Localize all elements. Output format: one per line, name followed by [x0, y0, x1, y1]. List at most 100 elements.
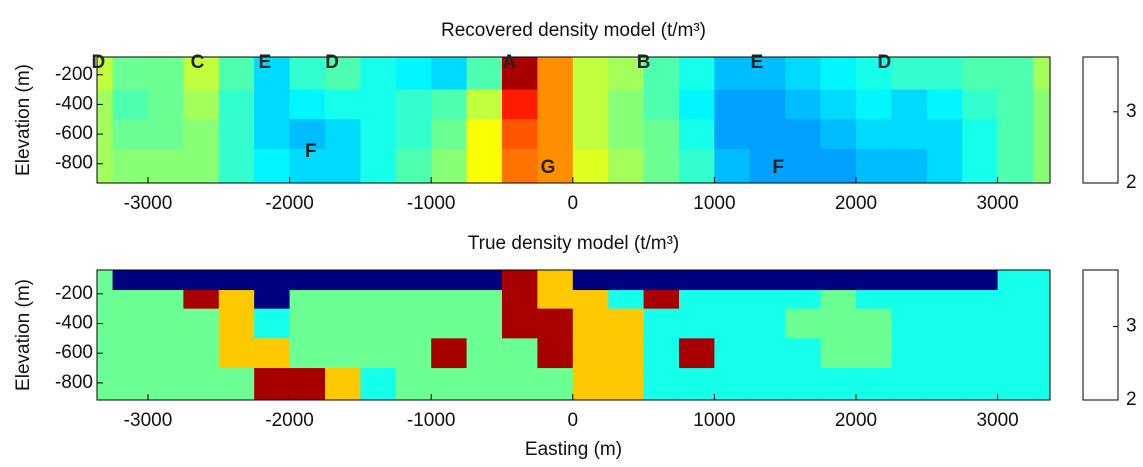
- cell: [608, 270, 645, 291]
- cell: [501, 270, 538, 291]
- cell: [360, 270, 397, 291]
- cell: [714, 338, 751, 369]
- cell: [749, 89, 786, 120]
- cell: [785, 89, 822, 120]
- cell: [856, 119, 892, 150]
- cell: [218, 368, 255, 400]
- cell: [218, 308, 255, 339]
- cell: [997, 119, 1034, 150]
- cell: [714, 308, 751, 339]
- cell: [254, 119, 291, 150]
- cell: [97, 368, 114, 400]
- cell: [466, 119, 503, 150]
- cell: [183, 368, 220, 400]
- y-tick-label: -800: [55, 372, 93, 393]
- cell: [926, 148, 963, 183]
- cell: [112, 368, 149, 400]
- x-tick-label: -1000: [407, 410, 456, 431]
- cell: [962, 290, 999, 310]
- cell: [289, 290, 326, 310]
- cell: [962, 368, 999, 400]
- cell: [926, 89, 963, 120]
- cell: [324, 308, 361, 339]
- cell: [254, 57, 291, 91]
- cell: [608, 119, 645, 150]
- cell: [997, 148, 1034, 183]
- cell: [147, 119, 184, 150]
- cell: [97, 338, 114, 369]
- cell: [501, 338, 538, 369]
- cell: [112, 148, 149, 183]
- cell: [714, 57, 751, 91]
- cell: [537, 338, 574, 369]
- cell: [678, 270, 715, 291]
- cell: [218, 57, 255, 91]
- cell: [254, 368, 291, 400]
- heatmap: [97, 57, 1050, 183]
- cell: [147, 308, 184, 339]
- cell: [820, 270, 857, 291]
- cell: [749, 148, 786, 183]
- colorbar-tick-label: 2: [1126, 389, 1137, 410]
- cell: [395, 148, 432, 183]
- cell: [537, 148, 574, 183]
- annotation: F: [772, 157, 784, 178]
- cell: [572, 119, 609, 150]
- x-tick-label: 3000: [976, 193, 1018, 214]
- cell: [572, 148, 609, 183]
- cell: [820, 368, 857, 400]
- x-tick-label: 1000: [693, 193, 735, 214]
- cell: [289, 308, 326, 339]
- colorbar: [1082, 56, 1119, 184]
- cell: [572, 290, 609, 310]
- cell: [785, 148, 822, 183]
- plot-frame: [96, 269, 1051, 401]
- cell: [997, 57, 1034, 91]
- cell: [466, 89, 503, 120]
- cell: [749, 270, 786, 291]
- cell: [962, 119, 999, 150]
- cell: [643, 57, 680, 91]
- cell: [891, 270, 928, 291]
- cell: [324, 119, 361, 150]
- cell: [820, 89, 857, 120]
- cell: [183, 308, 220, 339]
- cell: [324, 57, 361, 91]
- cell: [678, 119, 715, 150]
- cell: [643, 290, 680, 310]
- annotation: A: [502, 52, 516, 73]
- cell: [112, 57, 149, 91]
- cell: [289, 368, 326, 400]
- annotation: E: [258, 52, 271, 73]
- cell: [395, 89, 432, 120]
- cell: [926, 338, 963, 369]
- colorbar-tick-label: 3: [1126, 101, 1137, 122]
- x-tick-label: -1000: [407, 193, 456, 214]
- cell: [431, 57, 468, 91]
- x-tick-label: -2000: [265, 193, 314, 214]
- cell: [360, 119, 397, 150]
- cell: [97, 89, 114, 120]
- cell: [856, 270, 892, 291]
- cell: [714, 89, 751, 120]
- cell: [466, 308, 503, 339]
- cell: [147, 57, 184, 91]
- cell: [147, 338, 184, 369]
- x-tick-label: 2000: [835, 193, 877, 214]
- cell: [678, 290, 715, 310]
- cell: [962, 338, 999, 369]
- panel-title: True density model (t/m³): [468, 233, 680, 254]
- cell: [289, 270, 326, 291]
- cell: [466, 148, 503, 183]
- panel-title: Recovered density model (t/m³): [441, 20, 706, 41]
- cell: [608, 148, 645, 183]
- cell: [360, 308, 397, 339]
- cell: [431, 308, 468, 339]
- cell: [678, 368, 715, 400]
- cell: [997, 290, 1034, 310]
- cell: [97, 57, 114, 91]
- cell: [360, 368, 397, 400]
- cell: [891, 89, 928, 120]
- cell: [749, 290, 786, 310]
- y-tick-label: -400: [55, 93, 93, 114]
